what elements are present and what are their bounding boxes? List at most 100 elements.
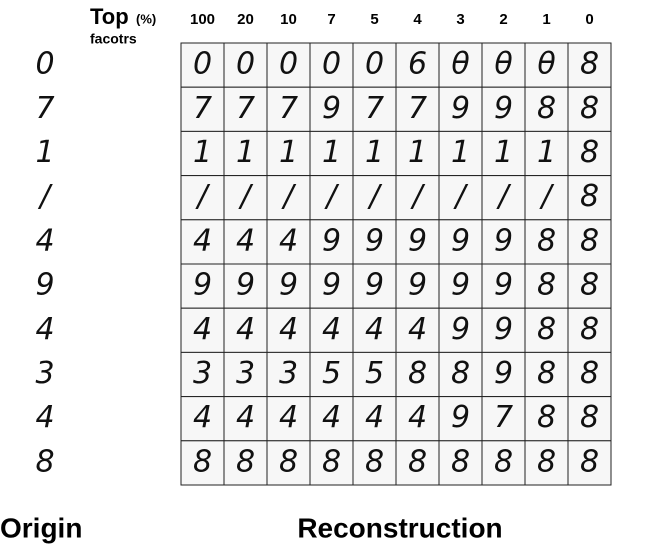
reconstruction-digit: 8 <box>537 400 556 435</box>
cell <box>395 440 440 486</box>
reconstruction-digit: 8 <box>580 268 599 303</box>
cell <box>266 307 311 353</box>
cell <box>180 175 225 221</box>
reconstruction-digit: 9 <box>365 223 384 258</box>
cell <box>395 351 440 398</box>
reconstruction-digit: θ <box>494 47 512 82</box>
reconstruction-digit: 8 <box>580 91 599 126</box>
reconstruction-digit: 0 <box>193 47 212 82</box>
reconstruction-digit: 4 <box>279 312 298 347</box>
origin-digit: 1 <box>35 135 54 170</box>
reconstruction-digit: 8 <box>580 312 599 347</box>
reconstruction-digit: 4 <box>193 312 212 347</box>
column-label: 5 <box>370 11 378 28</box>
cell <box>180 263 225 309</box>
column-label: 10 <box>280 11 297 28</box>
cell <box>438 175 483 221</box>
reconstruction-digit: / <box>280 179 296 214</box>
cell <box>395 263 440 309</box>
cell <box>395 86 440 132</box>
reconstruction-digit: 4 <box>193 400 212 435</box>
cell <box>438 440 483 486</box>
cell <box>309 396 354 442</box>
cell <box>180 130 225 177</box>
reconstruction-digit: 8 <box>537 444 556 479</box>
reconstruction-digit: / <box>452 179 468 214</box>
percent-label: (%) <box>136 11 156 26</box>
reconstruction-digit: 1 <box>451 135 470 170</box>
reconstruction-digit: 9 <box>494 268 513 303</box>
reconstruction-digit: 1 <box>322 135 341 170</box>
reconstruction-digit: 8 <box>580 400 599 435</box>
reconstruction-digit: 1 <box>408 135 427 170</box>
reconstruction-digit: 5 <box>322 356 341 391</box>
reconstruction-digit: 4 <box>322 400 341 435</box>
reconstruction-digit: / <box>323 179 339 214</box>
reconstruction-digit: 9 <box>408 268 427 303</box>
cell <box>223 263 268 309</box>
cell <box>438 351 483 398</box>
reconstruction-digit: 9 <box>408 223 427 258</box>
cell <box>481 86 526 132</box>
cell <box>352 307 397 353</box>
top-label: Top <box>90 4 129 29</box>
reconstruction-digit: 4 <box>236 223 255 258</box>
cell <box>266 263 311 309</box>
reconstruction-digit: 8 <box>537 312 556 347</box>
cell <box>266 130 311 177</box>
cell <box>567 130 612 177</box>
cell <box>481 263 526 309</box>
cell <box>309 86 354 132</box>
cell <box>481 307 526 353</box>
reconstruction-digit: / <box>409 179 425 214</box>
reconstruction-digit: 1 <box>236 135 255 170</box>
reconstruction-digit: 8 <box>537 91 556 126</box>
reconstruction-digit: 0 <box>365 47 384 82</box>
reconstruction-digit: 4 <box>365 400 384 435</box>
reconstruction-digit: 8 <box>451 356 470 391</box>
cell <box>524 351 569 398</box>
reconstruction-digit: 9 <box>322 268 341 303</box>
cell <box>481 42 526 88</box>
cell <box>395 307 440 353</box>
cell <box>223 307 268 353</box>
reconstruction-digit: 8 <box>494 444 513 479</box>
reconstruction-digit: 4 <box>322 312 341 347</box>
reconstruction-digit: 7 <box>408 91 427 126</box>
reconstruction-digit: 8 <box>408 444 427 479</box>
reconstruction-digit: 4 <box>236 312 255 347</box>
reconstruction-digit: 1 <box>537 135 556 170</box>
cell <box>309 440 354 486</box>
column-label: 0 <box>585 11 593 28</box>
reconstruction-digit: 4 <box>236 400 255 435</box>
reconstruction-label: Reconstruction <box>297 512 502 543</box>
reconstruction-digit: 9 <box>451 268 470 303</box>
reconstruction-digit: 8 <box>365 444 384 479</box>
reconstruction-digit: / <box>366 179 382 214</box>
cell <box>352 351 397 398</box>
reconstruction-digit: 8 <box>580 444 599 479</box>
cell <box>438 219 483 265</box>
reconstruction-digit: 7 <box>494 400 513 435</box>
reconstruction-digit: 8 <box>322 444 341 479</box>
reconstruction-digit: 9 <box>322 91 341 126</box>
origin-digit: 4 <box>35 400 54 435</box>
cell <box>567 263 612 309</box>
cell <box>438 263 483 309</box>
factors-label: facotrs <box>90 31 137 47</box>
reconstruction-digit: 8 <box>193 444 212 479</box>
reconstruction-digit: 4 <box>365 312 384 347</box>
cell <box>309 175 354 221</box>
reconstruction-digit: 1 <box>494 135 513 170</box>
reconstruction-digit: 8 <box>580 135 599 170</box>
reconstruction-digit: 8 <box>451 444 470 479</box>
reconstruction-digit: 7 <box>365 91 384 126</box>
reconstruction-digit: 8 <box>537 356 556 391</box>
reconstruction-digit: 9 <box>193 268 212 303</box>
cell <box>266 219 311 265</box>
reconstruction-digit: / <box>495 179 511 214</box>
reconstruction-digit: 9 <box>494 312 513 347</box>
reconstruction-digit: 8 <box>537 268 556 303</box>
cell <box>309 307 354 353</box>
cell <box>352 396 397 442</box>
